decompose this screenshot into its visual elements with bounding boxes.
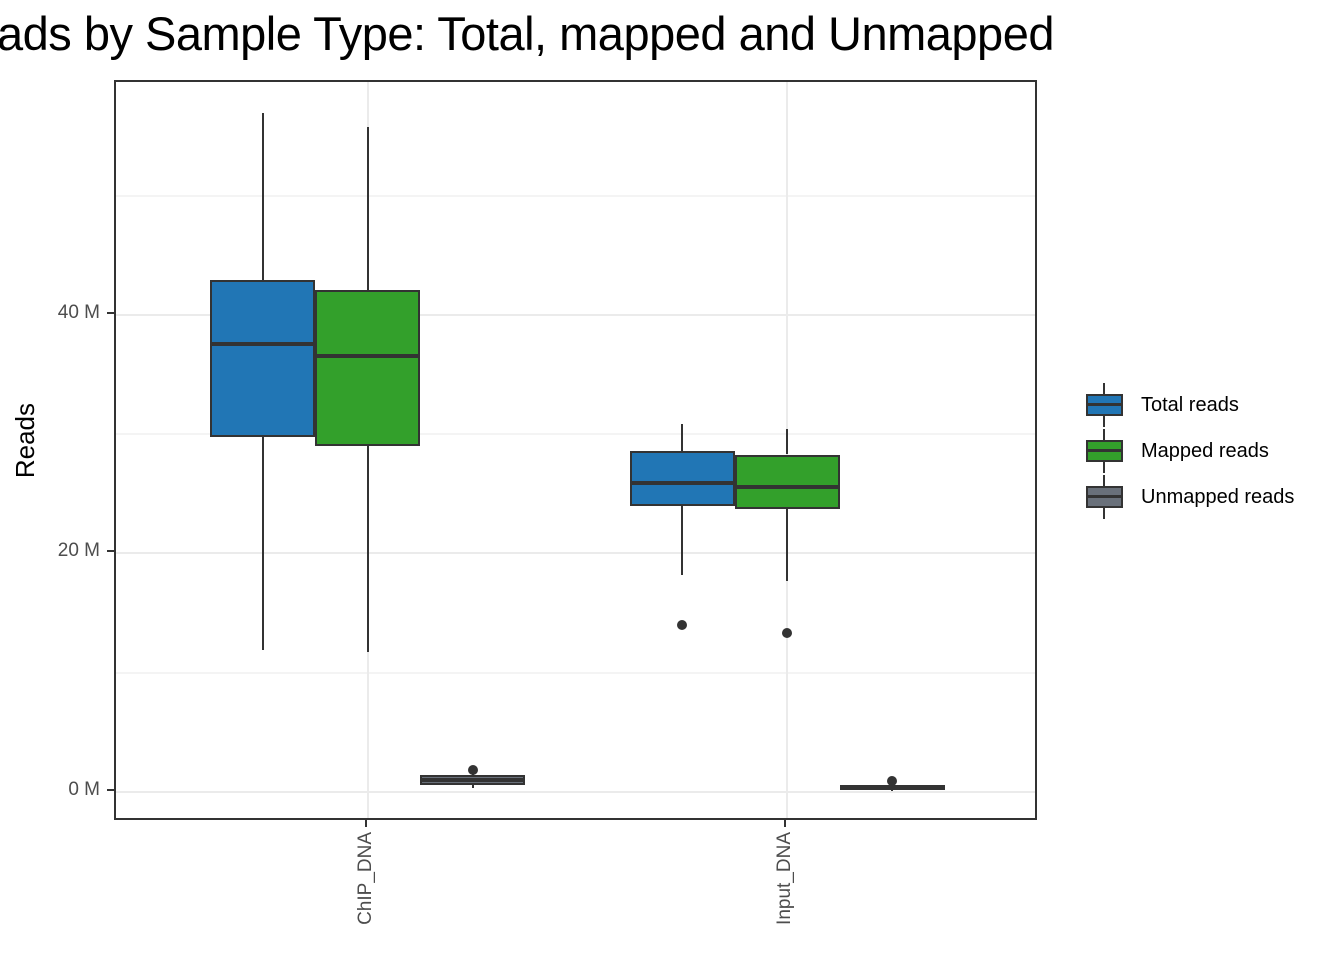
gridline-minor — [116, 194, 1035, 197]
y-tick-mark — [107, 788, 114, 791]
median-unmapped-reads-chip_dna — [420, 778, 526, 783]
legend-key-boxplot-icon — [1086, 429, 1123, 473]
whisker-lower-total-reads-input_dna — [681, 505, 684, 575]
legend-label: Mapped reads — [1141, 439, 1269, 462]
gridline-major — [116, 790, 1035, 793]
whisker-upper-mapped-reads-input_dna — [786, 429, 789, 455]
whisker-upper-total-reads-chip_dna — [261, 113, 264, 281]
box-total-reads-input_dna — [629, 450, 735, 506]
whisker-lower-unmapped-reads-input_dna — [891, 789, 894, 792]
median-total-reads-chip_dna — [210, 341, 316, 346]
whisker-lower-mapped-reads-chip_dna — [366, 446, 369, 653]
whisker-lower-mapped-reads-input_dna — [786, 509, 789, 581]
y-tick-label: 20 M — [57, 540, 100, 562]
legend-item-unmapped-reads: Unmapped reads — [1086, 475, 1294, 519]
box-mapped-reads-chip_dna — [315, 289, 421, 447]
median-mapped-reads-chip_dna — [315, 353, 421, 358]
whisker-lower-total-reads-chip_dna — [261, 436, 264, 651]
box-total-reads-chip_dna — [210, 280, 316, 437]
legend-key-median — [1088, 403, 1121, 406]
whisker-lower-unmapped-reads-chip_dna — [471, 784, 474, 789]
legend-label: Unmapped reads — [1141, 485, 1295, 508]
legend-key-median — [1088, 449, 1121, 452]
x-tick-mark — [784, 820, 787, 827]
chart-title: ads by Sample Type: Total, mapped and Un… — [0, 7, 1054, 60]
whisker-upper-mapped-reads-chip_dna — [366, 126, 369, 290]
x-tick-label: Input_DNA — [774, 832, 796, 925]
outlier-unmapped-reads-chip_dna — [467, 765, 478, 776]
y-tick-mark — [107, 311, 114, 314]
y-tick-mark — [107, 550, 114, 553]
median-mapped-reads-input_dna — [734, 484, 840, 489]
box-mapped-reads-input_dna — [734, 454, 840, 510]
legend: Total reads Mapped reads Unmapped reads — [1086, 383, 1294, 519]
gridline-minor — [116, 671, 1035, 674]
outlier-unmapped-reads-input_dna — [887, 776, 898, 787]
outlier-mapped-reads-input_dna — [782, 628, 793, 639]
y-tick-label: 0 M — [68, 778, 100, 800]
legend-key-median — [1088, 495, 1121, 498]
x-tick-mark — [364, 820, 367, 827]
legend-key-boxplot-icon — [1086, 475, 1123, 519]
y-tick-label: 40 M — [57, 301, 100, 323]
gridline-minor — [116, 433, 1035, 436]
median-total-reads-input_dna — [629, 481, 735, 486]
outlier-total-reads-input_dna — [677, 620, 688, 631]
gridline-major — [116, 552, 1035, 555]
gridline-major — [116, 313, 1035, 316]
legend-item-total-reads: Total reads — [1086, 383, 1294, 427]
legend-item-mapped-reads: Mapped reads — [1086, 429, 1294, 473]
legend-key-boxplot-icon — [1086, 383, 1123, 427]
whisker-upper-total-reads-input_dna — [681, 423, 684, 451]
y-axis-title: Reads — [10, 403, 40, 479]
plot-panel — [114, 80, 1037, 820]
median-unmapped-reads-input_dna — [839, 785, 945, 790]
legend-label: Total reads — [1141, 393, 1239, 416]
x-tick-label: ChIP_DNA — [354, 832, 376, 925]
